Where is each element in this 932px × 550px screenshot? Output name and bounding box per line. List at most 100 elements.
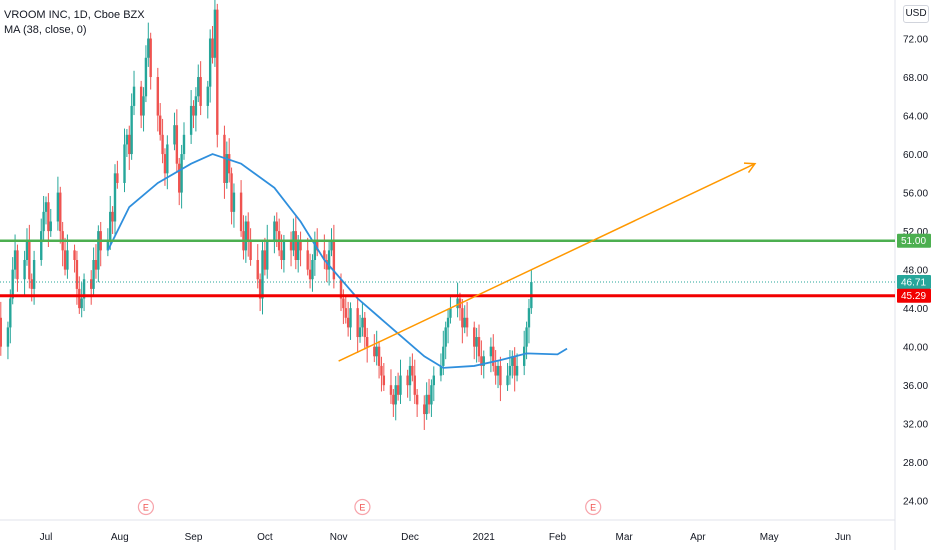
candle-body	[361, 317, 364, 328]
y-tick-label: 32.00	[903, 420, 928, 431]
candle-body	[49, 221, 52, 232]
candle-body	[163, 154, 167, 174]
candle-body	[275, 221, 278, 232]
y-tick-label: 48.00	[903, 266, 928, 277]
candle-body	[439, 365, 443, 376]
candle-body	[266, 240, 269, 270]
candle-body	[475, 337, 478, 347]
candle-body	[175, 125, 179, 164]
x-tick-label: Sep	[185, 532, 203, 543]
candle-body	[97, 231, 100, 270]
candle-body	[25, 240, 29, 260]
x-tick-label: May	[760, 532, 779, 543]
y-tick-label: 64.00	[903, 112, 928, 123]
candle-body	[44, 202, 48, 212]
candle-body	[230, 173, 233, 212]
candle-body	[363, 317, 366, 338]
candle-body	[456, 298, 459, 309]
candle-body	[377, 346, 381, 366]
x-tick-label: Mar	[616, 532, 634, 543]
candle-body	[394, 385, 397, 405]
price-tag-box	[897, 288, 931, 303]
candle-body	[158, 115, 162, 135]
x-tick-label: Nov	[330, 532, 348, 543]
candle-body	[330, 240, 333, 251]
candle-body	[142, 96, 145, 116]
earnings-marker: E	[137, 498, 155, 516]
candle-body	[23, 260, 26, 280]
candle-body	[216, 9, 219, 135]
axis-labels: 24.00 28.00 32.00 36.00 40.00 44.00 48.00 52.00…	[40, 35, 931, 543]
candle-body	[211, 38, 214, 58]
candle-body	[480, 356, 483, 366]
candle-body	[373, 346, 376, 357]
candle-body	[40, 231, 43, 260]
candle-body	[525, 327, 528, 347]
moving-average-line	[107, 153, 568, 369]
candle-body	[411, 365, 414, 376]
indicator-label[interactable]: MA (38, close, 0)	[4, 24, 87, 36]
candle-body	[32, 260, 36, 289]
candle-body	[496, 365, 500, 376]
currency-button[interactable]: USD	[903, 5, 929, 23]
candle-body	[227, 154, 231, 174]
earnings-icon	[585, 498, 602, 516]
candle-body	[80, 298, 83, 309]
x-tick-label: 2021	[473, 532, 496, 543]
candle-body	[316, 240, 319, 251]
price-tag-box	[897, 233, 931, 248]
x-tick-label: Feb	[549, 532, 567, 543]
candle-body	[225, 154, 229, 183]
candle-body	[492, 346, 495, 366]
y-tick-label: 24.00	[903, 497, 928, 508]
candle-body	[13, 250, 17, 270]
candle-body	[413, 375, 416, 395]
y-tick-label: 40.00	[903, 343, 928, 354]
symbol-title[interactable]: VROOM INC, 1D, Cboe BZX	[4, 9, 145, 21]
candle-body	[111, 211, 114, 222]
candle-body	[56, 192, 60, 222]
candle-body	[375, 346, 378, 357]
candle-body	[161, 134, 164, 155]
candle-body	[444, 327, 447, 347]
candle-body	[197, 77, 200, 97]
candle-body	[261, 250, 264, 299]
candle-body	[482, 356, 485, 366]
candle-body	[208, 38, 212, 87]
chart-legend: VROOM INC, 1D, Cboe BZX MA (38, close, 0…	[4, 8, 145, 38]
candle-body	[296, 240, 300, 260]
y-tick-label: 36.00	[903, 381, 928, 392]
candle-body	[130, 105, 133, 155]
candle-body	[256, 260, 259, 280]
candle-body	[75, 260, 79, 289]
support-price-tag: 45.29	[897, 288, 931, 303]
y-tick-label: 56.00	[903, 189, 928, 200]
x-tick-label: Aug	[111, 532, 129, 543]
candle-body	[515, 365, 519, 376]
candle-body	[408, 365, 412, 386]
x-tick-label: Dec	[401, 532, 419, 543]
earnings-marker: E	[354, 498, 371, 516]
candle-body	[273, 221, 276, 241]
price-tag-text: 46.71	[901, 278, 926, 289]
candle-body	[280, 250, 283, 260]
candle-body	[511, 356, 514, 366]
candle-body	[332, 240, 336, 280]
candle-body	[308, 269, 312, 280]
earnings-label: E	[590, 503, 596, 513]
overlays	[0, 153, 895, 369]
candle-body	[42, 211, 45, 232]
candle-body	[199, 77, 202, 106]
candle-body	[523, 346, 526, 366]
candle-body	[247, 221, 250, 241]
candle-body	[449, 308, 452, 318]
candle-body	[239, 192, 243, 232]
earnings-marker: E	[585, 498, 602, 516]
candle-body	[299, 240, 302, 251]
candle-body	[178, 163, 181, 193]
candle-body	[527, 308, 531, 328]
candle-body	[342, 298, 345, 309]
candle-body	[139, 86, 143, 116]
candle-body	[90, 279, 93, 289]
